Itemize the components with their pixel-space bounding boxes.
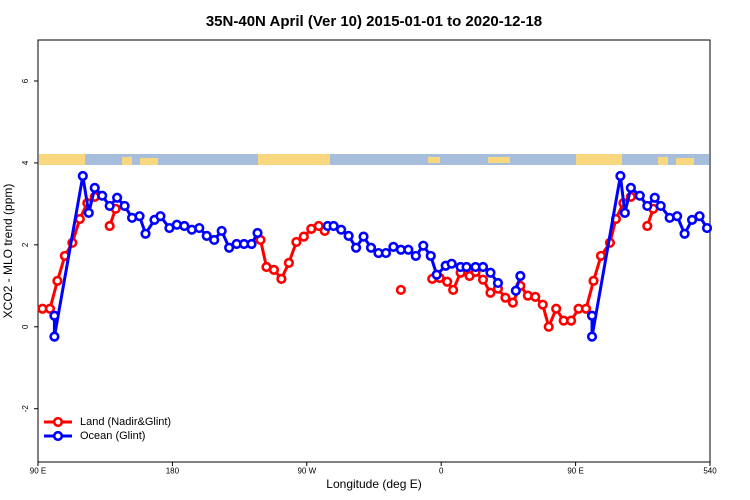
- y-tick-label: 6: [21, 78, 30, 83]
- x-axis-label: Longitude (deg E): [326, 477, 421, 491]
- point: [119, 200, 130, 212]
- point: [380, 247, 392, 259]
- point: [679, 228, 690, 239]
- point: [49, 331, 60, 342]
- y-tick-label: 2: [21, 242, 30, 247]
- point: [461, 261, 472, 273]
- point: [112, 192, 123, 203]
- point: [104, 200, 115, 212]
- point: [49, 310, 60, 321]
- point: [425, 250, 436, 262]
- point: [246, 238, 257, 250]
- point: [510, 285, 521, 296]
- point: [155, 211, 166, 222]
- point: [477, 261, 489, 273]
- chart-title: 35N-40N April (Ver 10) 2015-01-01 to 202…: [206, 13, 542, 30]
- point: [619, 207, 630, 218]
- legend-label: Land (Nadir&Glint): [80, 416, 171, 428]
- point: [701, 222, 713, 234]
- y-tick-label: 0: [21, 324, 30, 329]
- point: [595, 250, 607, 262]
- point: [291, 236, 302, 248]
- legend-label: Ocean (Glint): [80, 430, 145, 442]
- point: [588, 275, 599, 287]
- point: [276, 273, 287, 284]
- point: [500, 292, 511, 303]
- legend-marker: [52, 416, 64, 428]
- point: [194, 222, 205, 234]
- point: [395, 284, 406, 296]
- point: [515, 270, 526, 282]
- point: [343, 230, 354, 241]
- point: [485, 267, 496, 278]
- x-tick-label: 90 E: [30, 467, 46, 476]
- point: [418, 240, 429, 251]
- point: [252, 227, 263, 239]
- land-ocean-strip: [39, 154, 709, 165]
- point: [686, 214, 698, 225]
- plot-frame: [37, 39, 711, 463]
- point: [551, 303, 562, 314]
- point: [365, 242, 377, 253]
- legend-marker: [52, 430, 64, 442]
- point: [477, 274, 489, 285]
- point: [134, 211, 145, 222]
- point: [537, 299, 548, 310]
- point: [44, 303, 56, 314]
- point: [642, 200, 653, 212]
- point: [104, 220, 115, 232]
- y-axis-label: XCO2 - MLO trend (ppm): [1, 184, 15, 319]
- point: [586, 310, 598, 321]
- x-tick-label: 90 W: [297, 467, 316, 476]
- point: [530, 291, 541, 302]
- point: [492, 277, 504, 289]
- point: [224, 242, 235, 253]
- point: [140, 228, 151, 239]
- x-tick-label: 90 E: [567, 467, 583, 476]
- point: [642, 220, 653, 232]
- point: [201, 230, 212, 241]
- point: [179, 220, 190, 232]
- point: [694, 211, 705, 222]
- point: [298, 231, 309, 242]
- point: [350, 242, 362, 253]
- point: [485, 287, 496, 298]
- point: [615, 170, 626, 182]
- point: [83, 207, 94, 218]
- point: [209, 234, 220, 246]
- point: [268, 264, 280, 275]
- point: [580, 303, 592, 314]
- point: [586, 331, 598, 342]
- point: [446, 258, 457, 269]
- point: [410, 250, 421, 262]
- point: [336, 224, 347, 235]
- point: [89, 182, 100, 194]
- y-tick-label: 4: [21, 160, 30, 165]
- point: [625, 182, 636, 194]
- x-tick-label: 180: [166, 467, 180, 476]
- point: [566, 315, 577, 326]
- point: [442, 276, 453, 287]
- point: [216, 225, 227, 237]
- point: [649, 192, 660, 203]
- point: [507, 297, 518, 308]
- point: [52, 275, 63, 287]
- y-tick-label: -2: [21, 405, 30, 413]
- point: [328, 220, 339, 232]
- point: [672, 211, 683, 222]
- point: [634, 190, 645, 201]
- x-tick-label: 0: [439, 467, 444, 476]
- point: [448, 284, 459, 296]
- point: [403, 244, 414, 255]
- point: [77, 170, 88, 182]
- point: [431, 269, 442, 280]
- point: [283, 257, 294, 268]
- x-tick-label: 540: [703, 467, 717, 476]
- point: [655, 200, 666, 212]
- point: [543, 321, 554, 332]
- point: [358, 231, 369, 242]
- point: [97, 190, 108, 201]
